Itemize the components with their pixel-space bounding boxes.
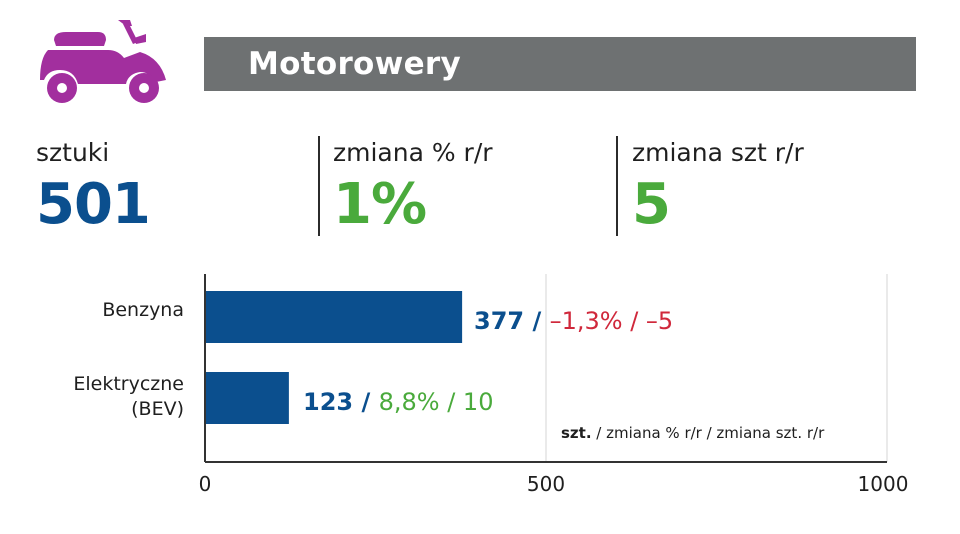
title-banner: Motorowery (204, 37, 916, 91)
chart-note-unit: szt. (561, 424, 592, 442)
data-label: 123 / 8,8% / 10 (303, 388, 494, 416)
stat-units-value: 501 (36, 172, 151, 237)
x-tick-label: 500 (526, 472, 566, 496)
stat-pct-change: zmiana % r/r 1% (333, 138, 493, 233)
category-label: Benzyna (102, 299, 184, 321)
bar-pct-change: –1,3% (549, 307, 623, 335)
data-label: 377 / –1,3% / –5 (474, 307, 674, 335)
x-tick-label: 0 (198, 472, 212, 496)
chart-note: szt. / zmiana % r/r / zmiana szt. r/r (561, 424, 824, 442)
stat-unit-change-value: 5 (632, 172, 671, 237)
stat-unit-change-label: zmiana szt r/r (632, 138, 804, 167)
stat-units: sztuki 501 (36, 138, 151, 237)
bar-value: 377 (474, 307, 525, 335)
stat-pct-change-label: zmiana % r/r (333, 138, 493, 167)
stat-units-label: sztuki (36, 138, 110, 167)
stat-pct-change-value: 1% (333, 172, 427, 237)
scooter-icon (40, 20, 166, 103)
x-tick-label: 1000 (857, 472, 909, 496)
bar (205, 291, 463, 343)
bar-unit-change: 10 (462, 388, 494, 416)
stat-unit-change: zmiana szt r/r 5 (632, 138, 804, 233)
bar-pct-change: 8,8% (378, 388, 440, 416)
bar-value: 123 (303, 388, 354, 416)
chart-note-text: / zmiana % r/r / zmiana szt. r/r (591, 424, 825, 442)
page-title: Motorowery (248, 46, 462, 82)
category-label: Elektryczne (BEV) (73, 373, 184, 421)
bar (205, 372, 289, 424)
bar-unit-change: –5 (645, 307, 674, 335)
stat-divider (318, 136, 320, 236)
stat-divider (616, 136, 618, 236)
